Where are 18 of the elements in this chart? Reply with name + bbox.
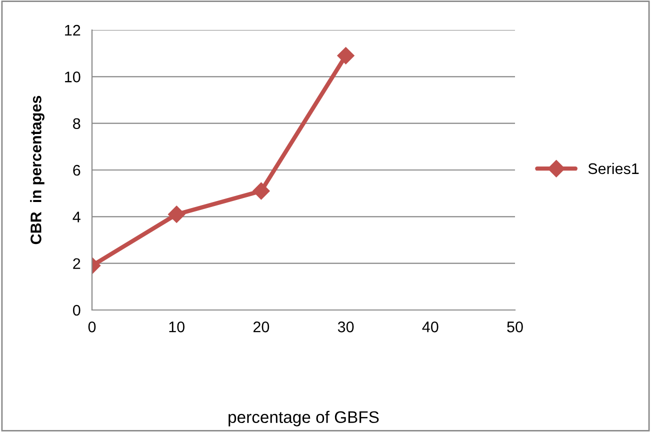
y-tick-label: 12 — [65, 24, 80, 36]
legend-label: Series1 — [588, 162, 639, 174]
y-tick-label: 0 — [72, 304, 80, 316]
x-tick-label: 40 — [422, 322, 438, 332]
y-tick-label: 4 — [72, 212, 80, 222]
x-tick-label: 20 — [253, 322, 270, 332]
point — [252, 182, 270, 200]
y-tick-label: 8 — [73, 118, 80, 130]
x-axis-title: percentage of GBFS — [228, 410, 379, 426]
y-tick-label: 6 — [73, 164, 80, 176]
point — [337, 47, 354, 64]
y-tick-label: 2 — [73, 258, 80, 269]
y-axis-title: CBR in percentages — [30, 96, 44, 244]
x-tick-label: 50 — [507, 322, 523, 332]
x-tick-label: 10 — [169, 322, 184, 332]
y-tick-label: 10 — [65, 72, 80, 82]
x-tick-label: 30 — [338, 322, 354, 332]
x-tick-label: 0 — [88, 322, 96, 332]
